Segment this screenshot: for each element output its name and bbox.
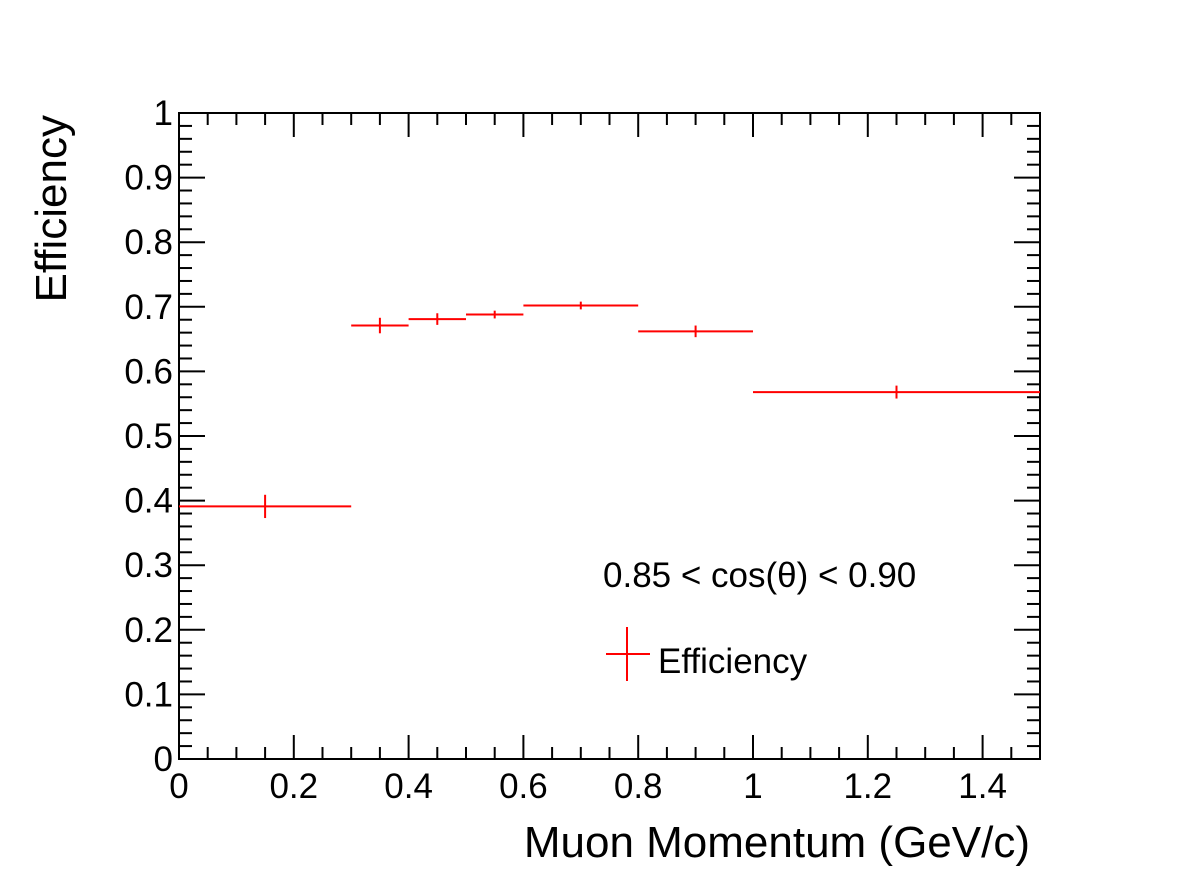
data-point [351, 317, 409, 334]
x-tick-label: 0.2 [269, 767, 318, 806]
x-tick-label: 1.4 [958, 767, 1007, 806]
legend-label: Efficiency [658, 642, 808, 681]
y-tick-label: 0.7 [124, 288, 173, 327]
data-point [179, 494, 352, 519]
legend: Efficiency [606, 627, 808, 681]
plot-frame [178, 112, 1041, 760]
x-tick-label: 1.2 [843, 767, 892, 806]
x-tick-label: 0.6 [499, 767, 548, 806]
y-tick-label: 0.6 [124, 352, 173, 391]
data-point [408, 313, 466, 325]
y-axis-label: Efficiency [27, 115, 76, 303]
y-tick-label: 0.3 [124, 546, 173, 585]
efficiency-series [179, 301, 1040, 519]
y-tick-label: 0 [154, 740, 173, 779]
y-tick-label: 1 [154, 94, 173, 133]
x-tick-label: 0 [169, 767, 188, 806]
selection-annotation: 0.85 < cos(θ) < 0.90 [603, 556, 916, 595]
x-tick-label: 0.4 [384, 767, 433, 806]
y-tick-label: 0.8 [124, 223, 173, 262]
x-axis-label: Muon Momentum (GeV/c) [524, 818, 1030, 867]
y-tick-label: 0.5 [124, 417, 173, 456]
data-point [466, 310, 524, 319]
x-tick-label: 0.8 [614, 767, 663, 806]
data-point [753, 385, 1040, 399]
y-tick-label: 0.1 [124, 675, 173, 714]
data-point [638, 325, 753, 338]
axis-ticks [178, 112, 1041, 760]
y-tick-label: 0.4 [124, 482, 173, 521]
y-tick-label: 0.2 [124, 611, 173, 650]
x-axis-tick-labels: 0 0.2 0.4 0.6 0.8 1 1.2 1.4 [169, 767, 1007, 806]
x-tick-label: 1 [743, 767, 762, 806]
y-tick-label: 0.9 [124, 159, 173, 198]
data-point [523, 301, 639, 310]
y-axis-tick-labels: 0 0.1 0.2 0.3 0.4 0.5 0.6 0.7 0.8 0.9 1 [124, 94, 173, 779]
